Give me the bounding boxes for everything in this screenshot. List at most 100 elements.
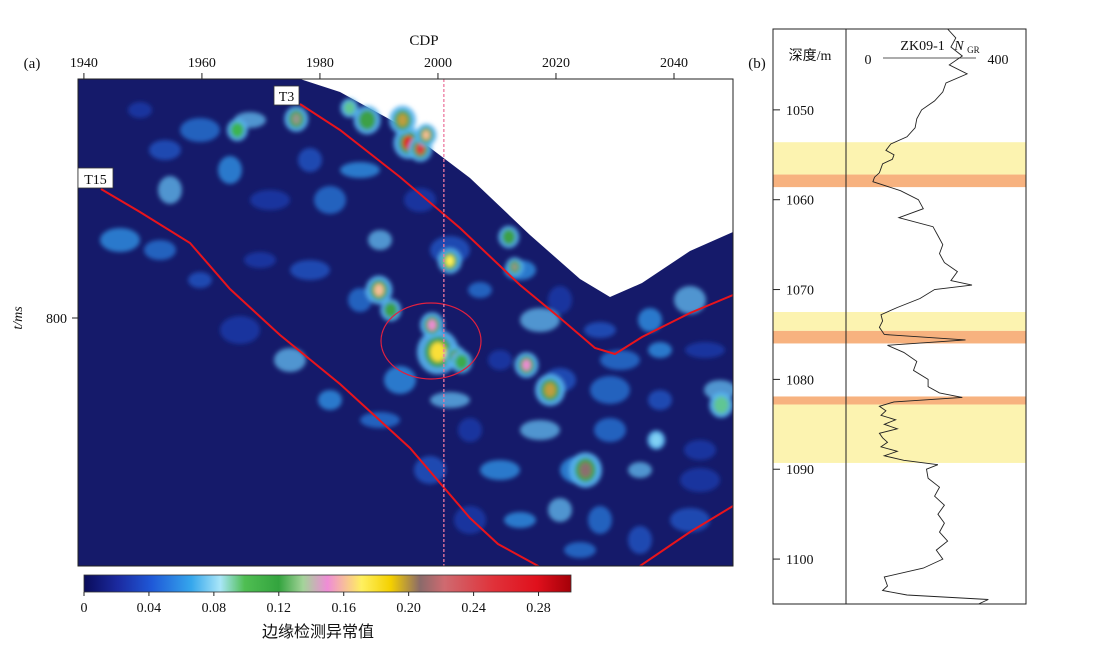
background-cell: [144, 240, 176, 260]
x-tick-2040: 2040: [660, 56, 688, 71]
panel-a-label: (a): [24, 56, 41, 72]
background-cell: [584, 322, 616, 338]
background-cell: [638, 308, 662, 332]
highlight-zone-orange: [846, 330, 1026, 344]
well-name: ZK09-1: [900, 39, 944, 54]
anomaly-core: [716, 399, 726, 411]
background-cell: [188, 272, 212, 288]
background-cell: [458, 418, 482, 442]
anomaly-core: [511, 262, 518, 272]
anomaly-blobs: [100, 98, 733, 558]
x-tick-1980: 1980: [306, 56, 334, 71]
depth-tick-1050: 1050: [786, 104, 814, 119]
highlight-zones: [846, 142, 1026, 463]
data-region: [78, 79, 733, 566]
background-cell: [404, 188, 436, 212]
background-cell: [628, 462, 652, 478]
seismic-heatmap: [78, 79, 733, 566]
highlight-zone-left-yellow: [773, 142, 846, 175]
horizon-bottom-right: [639, 505, 733, 566]
highlight-zones-depth-track: [773, 142, 846, 463]
colorbar-tick-label: 0.12: [267, 601, 292, 616]
background-cell: [290, 260, 330, 280]
background-cell: [648, 390, 672, 410]
background-cell: [588, 506, 612, 534]
colorbar-gradient: [83, 574, 572, 593]
background-cell: [684, 440, 716, 460]
highlight-zone-left-orange: [773, 396, 846, 405]
background-cell: [520, 420, 560, 440]
anomaly-core: [415, 143, 425, 155]
background-cell: [600, 350, 640, 370]
background-cell: [648, 342, 672, 358]
x-tick-1960: 1960: [188, 56, 216, 71]
background-cell: [488, 350, 512, 370]
background-cell: [468, 282, 492, 298]
top-axis-title: CDP: [409, 33, 438, 49]
horizon-t15: [100, 188, 541, 566]
colorbar: 0 0.04 0.08 0.12 0.16 0.20 0.24 0.28 边缘检测异常值: [81, 574, 572, 641]
background-cell: [384, 366, 416, 394]
background-cell: [149, 140, 181, 160]
background-cell: [594, 418, 626, 442]
background-cell: [680, 468, 720, 492]
label-t15-text: T15: [84, 173, 107, 188]
scale-min: 0: [865, 53, 872, 68]
colorbar-tick-label: 0.08: [202, 601, 227, 616]
highlight-zone-left-yellow: [773, 312, 846, 331]
background-cell: [244, 252, 276, 268]
highlight-zone-yellow: [846, 404, 1026, 463]
panel-b-label: (b): [748, 56, 766, 72]
background-cell: [590, 376, 630, 404]
background-cell: [220, 316, 260, 344]
anomaly-core: [544, 383, 556, 397]
colorbar-tick-label: 0.04: [137, 601, 162, 616]
background-cell: [520, 308, 560, 332]
anomaly-core: [346, 103, 353, 113]
colorbar-tick-label: 0.24: [461, 601, 486, 616]
background-cell: [158, 176, 182, 204]
colorbar-tick-label: 0: [81, 601, 88, 616]
label-t3: T3: [273, 85, 300, 106]
curve-subscript: GR: [967, 45, 980, 55]
anomaly-core: [233, 125, 242, 135]
panel-a: (a) CDP 1940 1960 1980 2000 2020 2040 800 t/m…: [11, 33, 734, 641]
x-tick-1940: 1940: [70, 56, 98, 71]
anomaly-core: [386, 305, 395, 315]
y-tick-800: 800: [46, 312, 67, 327]
highlight-zone-yellow: [846, 312, 1026, 331]
plot-frame-a: [77, 78, 734, 567]
anomaly-core: [504, 232, 513, 242]
depth-tick-1060: 1060: [786, 194, 814, 209]
background-cell: [504, 512, 536, 528]
gr-log-curve: [872, 29, 989, 604]
depth-tick-1090: 1090: [786, 463, 814, 478]
background-cell: [298, 148, 322, 172]
highlight-zone-orange: [846, 174, 1026, 188]
background-cell: [548, 498, 572, 522]
colorbar-ticks: 0 0.04 0.08 0.12 0.16 0.20 0.24 0.28: [81, 592, 551, 616]
depth-tick-1100: 1100: [786, 553, 813, 568]
plot-frame-b: [772, 28, 1027, 605]
anomaly-core: [427, 319, 437, 331]
depth-axis-ticks: 1050 1060 1070 1080 1090 1100: [773, 104, 814, 568]
anomaly-core: [362, 113, 373, 127]
anomaly-ellipse: [380, 302, 482, 380]
background-cell: [218, 156, 242, 184]
anomaly-core: [445, 255, 455, 267]
background-cell: [314, 186, 346, 214]
background-cell: [628, 526, 652, 554]
background-cell: [100, 228, 140, 252]
top-axis-ticks: 1940 1960 1980 2000 2020 2040: [70, 56, 688, 79]
background-cell: [685, 342, 725, 358]
background-cell: [670, 508, 710, 532]
anomaly-core: [579, 462, 592, 478]
background-cell: [274, 348, 306, 372]
anomaly-core: [422, 130, 431, 140]
colorbar-tick-label: 0.28: [526, 601, 551, 616]
depth-tick-1070: 1070: [786, 284, 814, 299]
colorbar-tick-label: 0.16: [331, 601, 356, 616]
anomaly-core: [373, 283, 384, 297]
background-cell: [564, 542, 596, 558]
